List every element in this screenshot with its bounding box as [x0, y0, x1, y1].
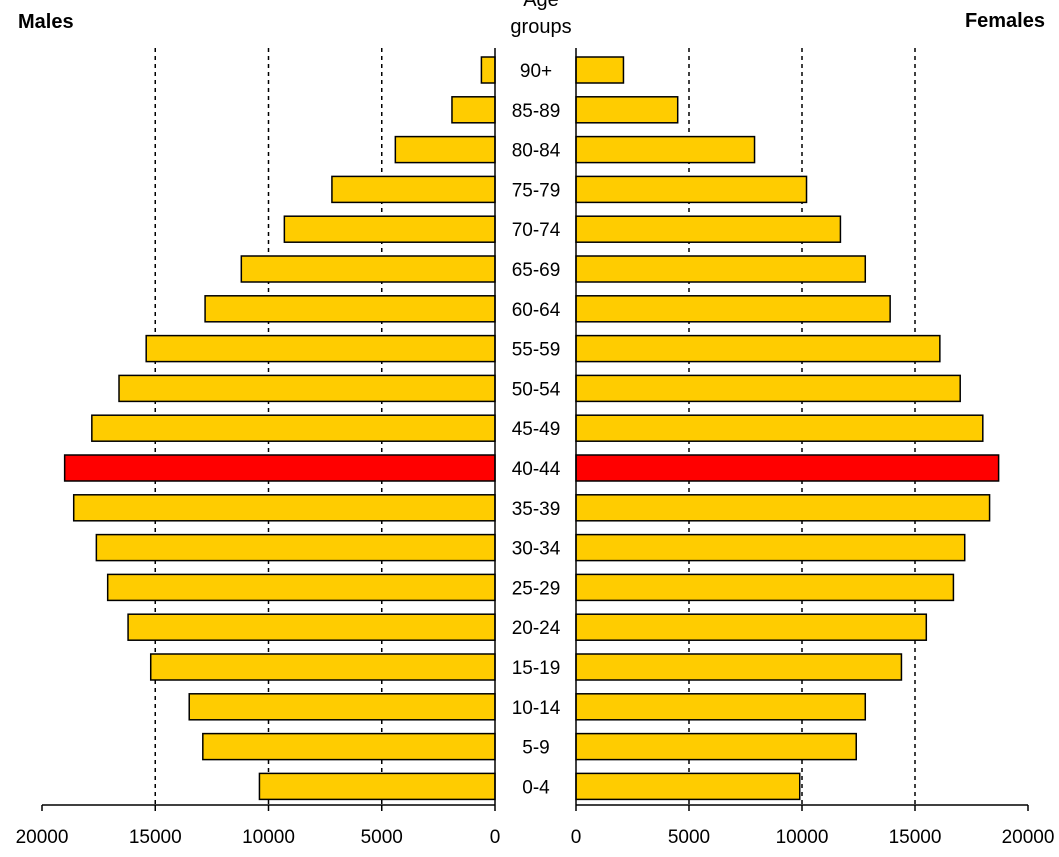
tick-labels: 20000 15000 10000 5000 0 0 5000 10000 15000 20000	[16, 805, 1055, 848]
bar-females-40-44	[575, 454, 1000, 482]
bar-males-85-89	[451, 96, 496, 124]
bar-males-25-29	[106, 573, 496, 602]
bar-females-20-24	[575, 613, 928, 641]
bar-males-10-14	[188, 693, 496, 721]
age-label-85-89: 85-89	[512, 101, 561, 122]
age-label-75-79: 75-79	[512, 180, 561, 201]
tick-label-females-10000: 10000	[776, 827, 829, 848]
bar-males-40-44	[63, 454, 496, 482]
bar-females-65-69	[575, 255, 867, 283]
bar-males-55-59	[145, 334, 496, 363]
bar-females-5-9	[575, 732, 857, 761]
bar-males-90+	[480, 56, 496, 84]
age-label-0-4: 0-4	[522, 777, 550, 798]
bar-males-70-74	[283, 215, 496, 243]
age-groups-title-line2: groups	[510, 16, 571, 38]
age-label-15-19: 15-19	[512, 658, 561, 679]
age-label-65-69: 65-69	[512, 260, 561, 281]
bar-males-0-4	[258, 772, 496, 801]
bar-females-60-64	[575, 295, 891, 323]
age-label-20-24: 20-24	[512, 618, 561, 639]
bar-males-75-79	[331, 175, 496, 204]
tick-label-males-15000: 15000	[129, 827, 182, 848]
age-labels: 90+ 85-89 80-84 75-79 70-74 65-69 60-64 55-59 50…	[512, 61, 561, 798]
age-label-60-64: 60-64	[512, 300, 561, 321]
age-label-90+: 90+	[520, 61, 552, 82]
tick-label-males-10000: 10000	[242, 827, 295, 848]
bar-males-20-24	[127, 613, 496, 641]
bar-females-35-39	[575, 494, 991, 522]
bar-females-85-89	[575, 96, 679, 124]
age-label-55-59: 55-59	[512, 340, 561, 361]
bar-males-45-49	[91, 414, 496, 442]
bar-females-30-34	[575, 533, 966, 562]
bar-males-80-84	[394, 135, 496, 164]
bar-males-5-9	[202, 732, 496, 761]
bar-females-80-84	[575, 135, 756, 164]
bar-females-70-74	[575, 215, 842, 243]
age-label-45-49: 45-49	[512, 419, 561, 440]
bar-females-75-79	[575, 175, 808, 204]
age-label-80-84: 80-84	[512, 141, 561, 162]
bars	[63, 56, 1000, 801]
age-label-35-39: 35-39	[512, 499, 561, 520]
bar-males-30-34	[95, 533, 496, 562]
tick-label-males-0: 0	[490, 827, 501, 848]
tick-label-males-20000: 20000	[16, 827, 69, 848]
age-label-40-44: 40-44	[512, 459, 561, 480]
bar-females-15-19	[575, 653, 903, 681]
bar-males-50-54	[118, 374, 496, 403]
bar-females-45-49	[575, 414, 984, 442]
age-label-25-29: 25-29	[512, 578, 561, 599]
bar-males-35-39	[72, 494, 496, 522]
bar-females-90+	[575, 56, 625, 84]
bar-females-0-4	[575, 772, 801, 801]
tick-label-females-15000: 15000	[889, 827, 942, 848]
age-label-10-14: 10-14	[512, 698, 561, 719]
tick-label-females-20000: 20000	[1002, 827, 1055, 848]
tick-label-females-0: 0	[571, 827, 582, 848]
age-label-5-9: 5-9	[522, 738, 549, 759]
bar-females-25-29	[575, 573, 955, 602]
age-label-50-54: 50-54	[512, 379, 561, 400]
males-title: Males	[18, 11, 74, 33]
age-label-70-74: 70-74	[512, 220, 561, 241]
age-groups-title-line1: Age	[523, 0, 559, 11]
tick-label-males-5000: 5000	[361, 827, 403, 848]
bar-females-50-54	[575, 374, 961, 403]
bar-females-10-14	[575, 693, 867, 721]
bar-males-15-19	[149, 653, 496, 681]
females-title: Females	[965, 10, 1045, 32]
age-label-30-34: 30-34	[512, 539, 561, 560]
bar-females-55-59	[575, 334, 941, 363]
tick-label-females-5000: 5000	[668, 827, 710, 848]
bar-males-60-64	[204, 295, 496, 323]
bar-males-65-69	[240, 255, 496, 283]
